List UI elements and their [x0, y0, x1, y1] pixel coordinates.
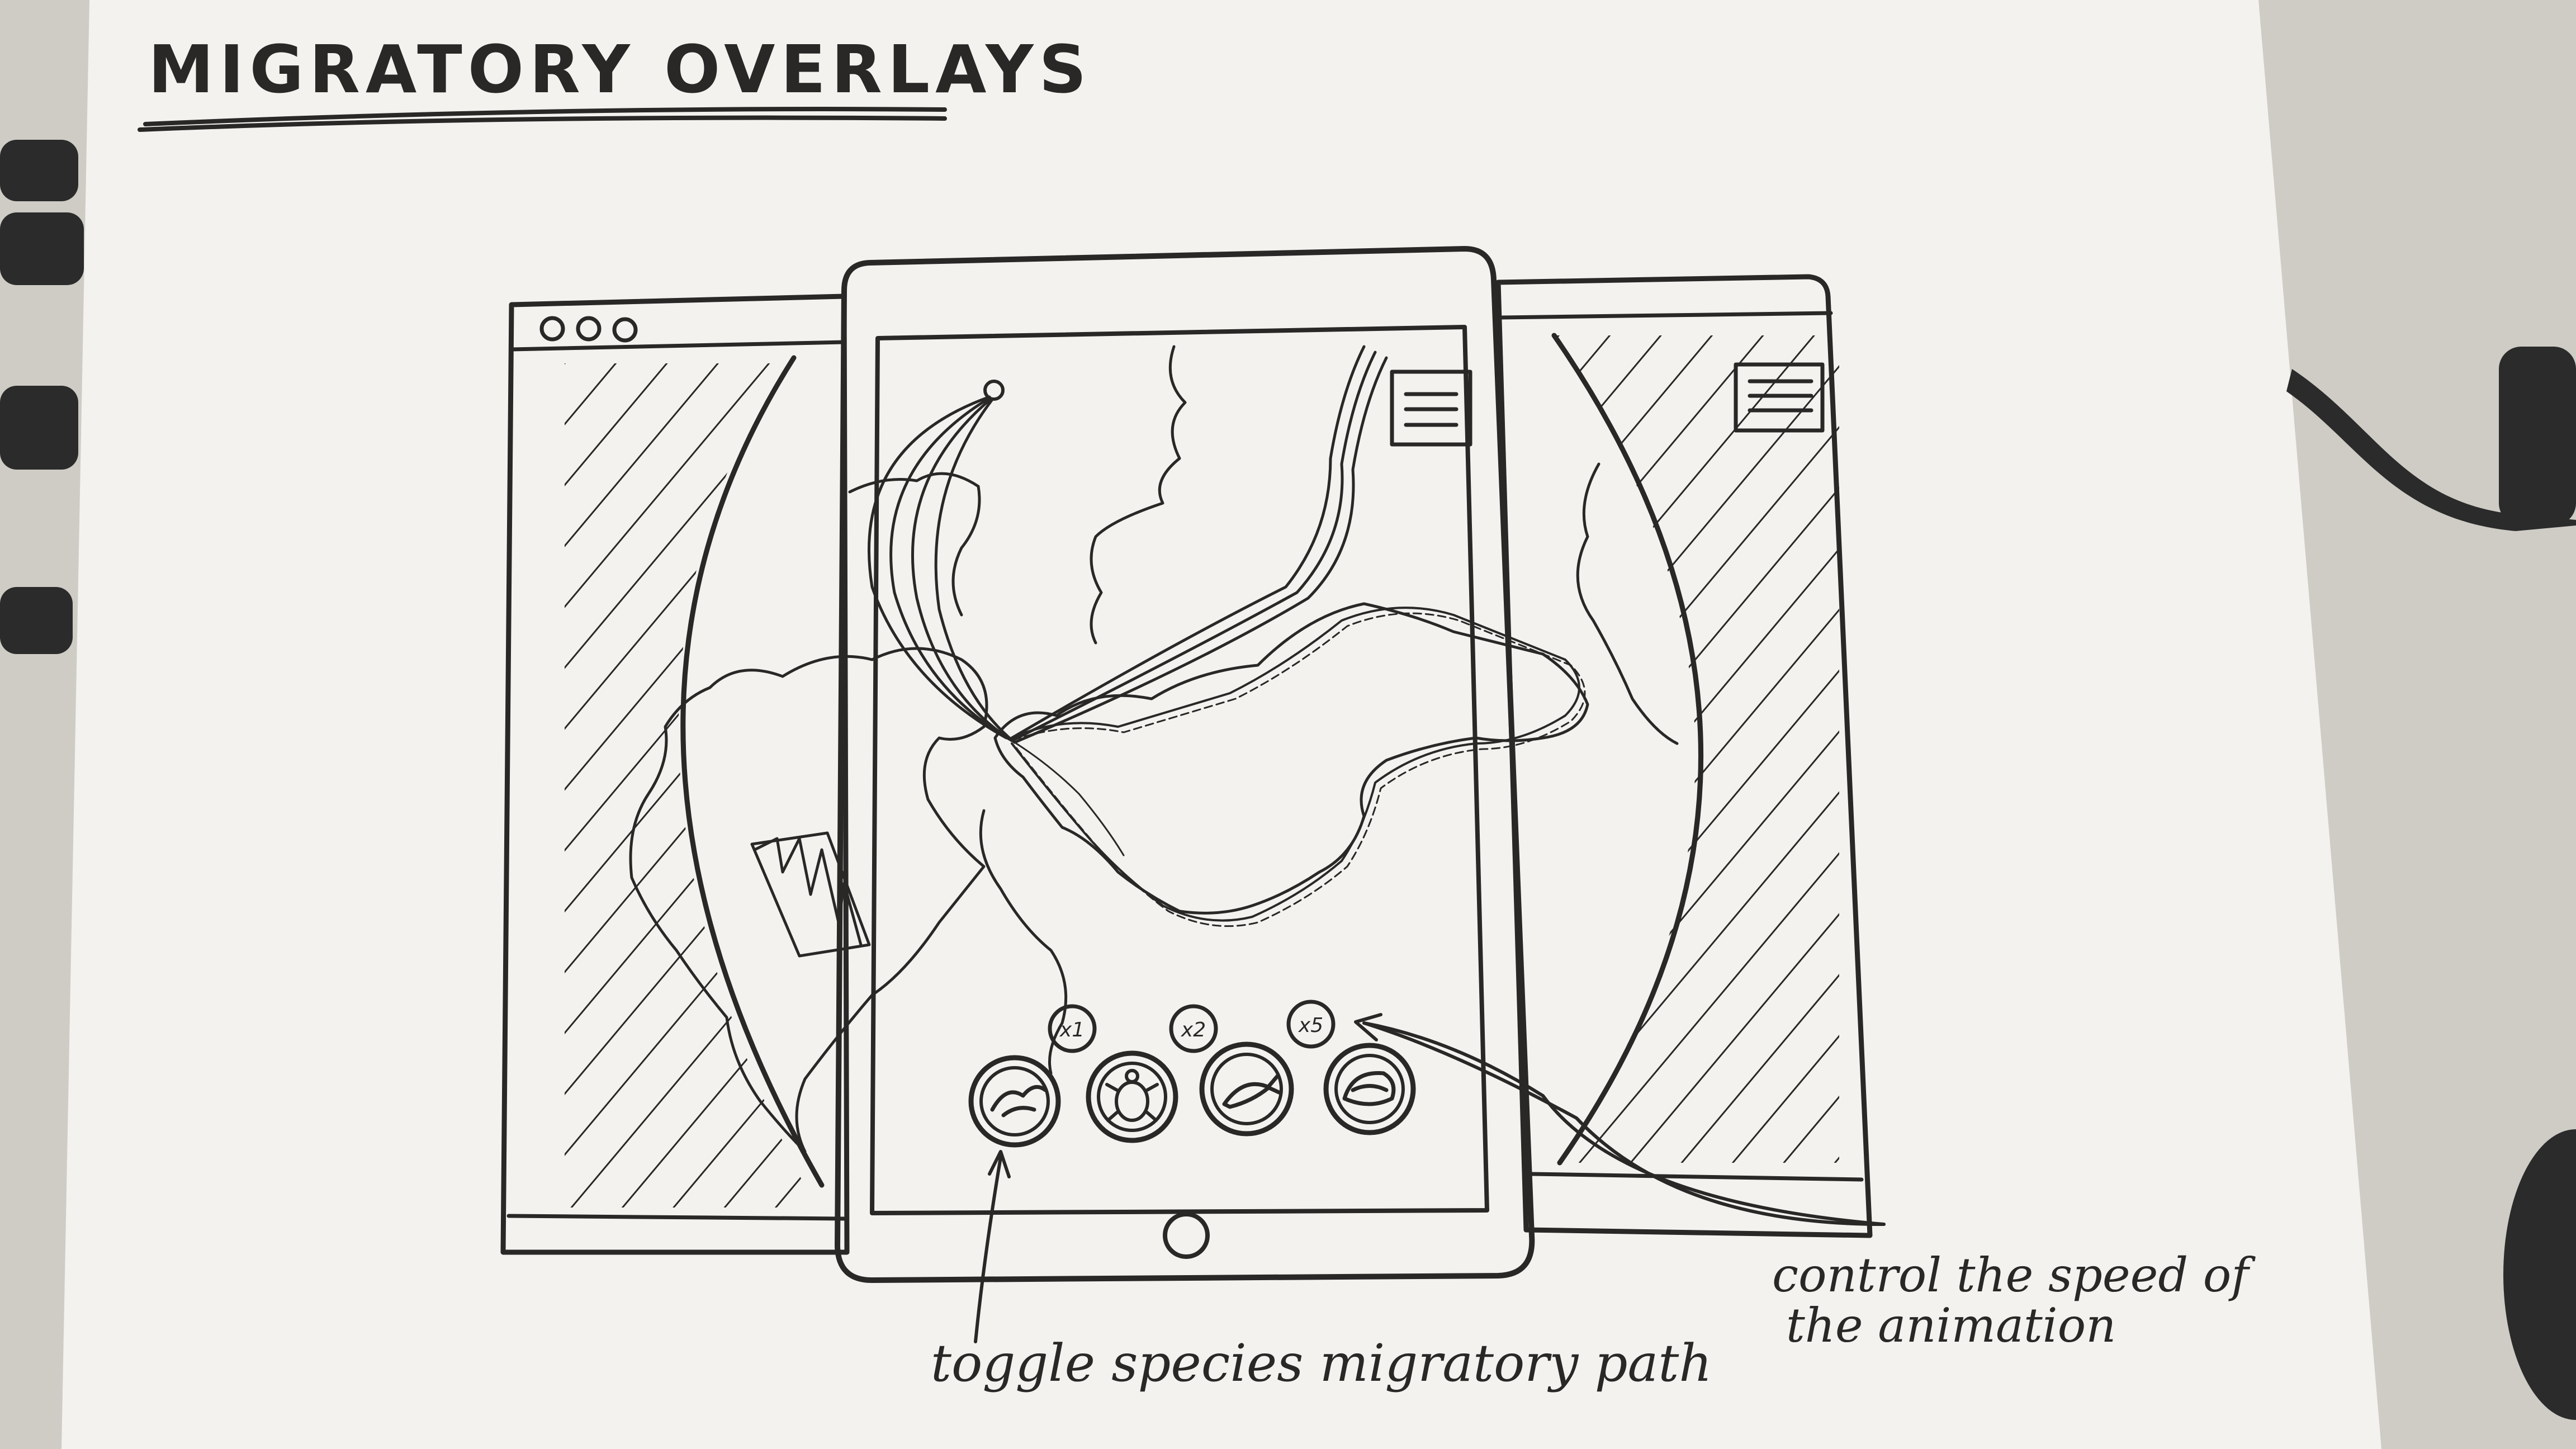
fish-icon: [1222, 1074, 1282, 1109]
landmass-top-left: [848, 472, 981, 617]
bird-icon: [990, 1085, 1048, 1117]
highlighted-region: [750, 831, 871, 958]
toggle-annotation: toggle species migratory path: [931, 1333, 1712, 1393]
speed-annotation-line2: the animation: [1786, 1298, 2116, 1353]
tablet-hamburger-menu-icon[interactable]: [1390, 370, 1472, 447]
hamburger-menu-icon[interactable]: [1734, 362, 1825, 433]
window-control-dot: [539, 316, 565, 342]
whale-icon: [1342, 1071, 1396, 1106]
bird-migratory-path: [867, 395, 1008, 740]
desk-cables: [0, 140, 2576, 1420]
title-underline: [138, 107, 947, 132]
turtle-icon: [1105, 1069, 1159, 1122]
speed-label-x2: x2: [1181, 1019, 1206, 1041]
path-origin-marker: [983, 380, 1005, 401]
species-toggle-bar: [968, 1041, 1416, 1148]
continent-africa: [979, 809, 1068, 1075]
window-control-dot: [612, 317, 638, 343]
turtle-migratory-path: [1011, 607, 1580, 922]
species-toggle-whale[interactable]: [1323, 1043, 1416, 1135]
fish-migratory-path: [1010, 345, 1366, 740]
window-control-dot: [576, 316, 602, 342]
tablet-device: [835, 246, 1535, 1283]
tablet-home-button[interactable]: [1163, 1212, 1210, 1259]
paper-sheet: [61, 0, 2381, 1449]
globe-outline: [680, 333, 1703, 1188]
continent-americas: [629, 647, 988, 1153]
species-toggle-turtle[interactable]: [1086, 1050, 1178, 1143]
speed-label-x5: x5: [1298, 1014, 1323, 1037]
migratory-paths: [867, 345, 1586, 927]
speed-arrow: [1362, 1021, 1886, 1226]
species-toggle-bird[interactable]: [968, 1055, 1061, 1148]
annotation-arrows: [974, 1013, 1886, 1343]
species-toggle-fish[interactable]: [1199, 1041, 1294, 1137]
continent-east: [1576, 462, 1679, 745]
continent-arctic: [1090, 345, 1187, 645]
page-title: MIGRATORY OVERLAYS: [148, 31, 1092, 108]
speed-label-x1: x1: [1059, 1019, 1085, 1041]
speed-annotation-line1: control the speed of: [1772, 1248, 2256, 1303]
speed-controls: x1 x2 x5: [1048, 1000, 1336, 1053]
speed-button-x5[interactable]: x5: [1286, 1000, 1336, 1049]
speed-button-x1[interactable]: x1: [1048, 1004, 1097, 1053]
speed-button-x2[interactable]: x2: [1169, 1004, 1218, 1053]
toggle-arrow: [974, 1156, 1002, 1343]
